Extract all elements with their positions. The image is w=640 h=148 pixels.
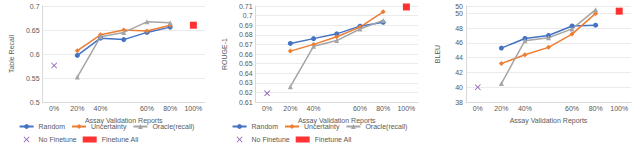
svg-text:0.68: 0.68 — [239, 31, 253, 38]
svg-text:0.5: 0.5 — [30, 99, 40, 106]
svg-text:100%: 100% — [610, 105, 628, 112]
svg-text:0.6: 0.6 — [30, 51, 40, 58]
svg-text:0%: 0% — [473, 105, 483, 112]
svg-text:20%: 20% — [283, 105, 297, 112]
svg-text:No Finetune: No Finetune — [39, 136, 77, 143]
svg-text:40: 40 — [455, 84, 463, 91]
svg-text:100%: 100% — [184, 105, 202, 112]
svg-text:Uncertainty: Uncertainty — [91, 123, 127, 131]
svg-text:0.66: 0.66 — [239, 51, 253, 58]
svg-text:0%: 0% — [262, 105, 272, 112]
svg-text:0.62: 0.62 — [239, 89, 253, 96]
svg-text:50: 50 — [455, 10, 463, 17]
svg-text:0.69: 0.69 — [239, 22, 253, 29]
svg-text:60%: 60% — [353, 105, 367, 112]
svg-text:Uncertainty: Uncertainty — [304, 123, 340, 131]
svg-text:42: 42 — [455, 69, 463, 76]
svg-text:46: 46 — [455, 39, 463, 46]
svg-text:50: 50 — [455, 3, 463, 10]
svg-text:Assay Validation Reports: Assay Validation Reports — [510, 117, 588, 125]
svg-text:100%: 100% — [397, 105, 415, 112]
svg-text:Finetune All: Finetune All — [102, 136, 139, 143]
svg-text:0.7: 0.7 — [30, 3, 40, 10]
svg-text:40%: 40% — [518, 105, 532, 112]
svg-text:Random: Random — [252, 123, 279, 130]
svg-text:48: 48 — [455, 25, 463, 32]
svg-text:ROUGE-1: ROUGE-1 — [221, 38, 228, 70]
svg-text:40%: 40% — [94, 105, 108, 112]
svg-text:0.63: 0.63 — [239, 79, 253, 86]
svg-text:0.65: 0.65 — [26, 27, 40, 34]
svg-text:BLEU: BLEU — [434, 45, 441, 63]
svg-text:Assay Validation Reports: Assay Validation Reports — [297, 116, 376, 124]
svg-text:No Finetune: No Finetune — [252, 136, 290, 143]
svg-text:0.67: 0.67 — [239, 41, 253, 48]
svg-text:40%: 40% — [307, 105, 321, 112]
svg-text:20%: 20% — [70, 105, 84, 112]
svg-text:20%: 20% — [494, 105, 508, 112]
svg-text:0%: 0% — [49, 105, 59, 112]
svg-text:80%: 80% — [589, 105, 603, 112]
svg-text:0.7: 0.7 — [243, 12, 253, 19]
svg-text:0.64: 0.64 — [239, 70, 253, 77]
svg-text:Oracle(recall): Oracle(recall) — [152, 123, 194, 131]
svg-text:Finetune All: Finetune All — [315, 136, 352, 143]
svg-text:Random: Random — [39, 123, 66, 130]
svg-text:80%: 80% — [376, 105, 390, 112]
svg-text:Oracle(recall): Oracle(recall) — [365, 123, 407, 131]
svg-text:Assay Validation Reports: Assay Validation Reports — [84, 116, 163, 124]
svg-text:80%: 80% — [163, 105, 177, 112]
svg-text:0.71: 0.71 — [239, 3, 253, 10]
svg-text:38: 38 — [455, 99, 463, 106]
svg-text:60%: 60% — [140, 105, 154, 112]
svg-text:0.65: 0.65 — [239, 60, 253, 67]
svg-text:0.55: 0.55 — [26, 75, 40, 82]
svg-text:0.61: 0.61 — [239, 99, 253, 106]
svg-text:Table Recall: Table Recall — [8, 34, 15, 73]
svg-text:44: 44 — [455, 54, 463, 61]
svg-text:60%: 60% — [565, 105, 579, 112]
